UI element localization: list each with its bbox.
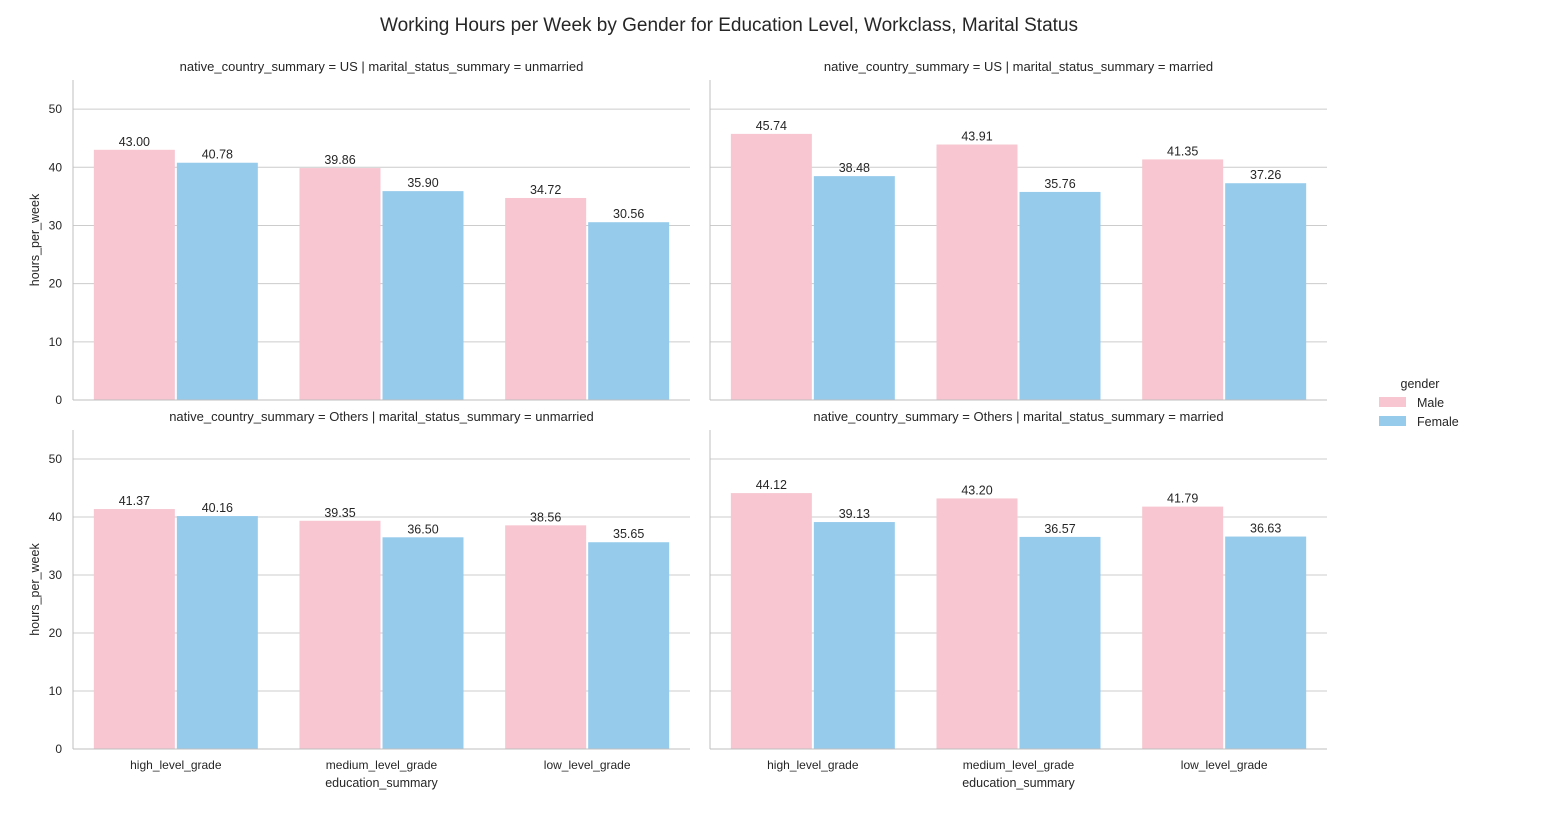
bar-male <box>505 525 587 749</box>
bar-female <box>176 162 258 400</box>
data-label: 30.56 <box>613 207 644 221</box>
data-label: 41.35 <box>1167 144 1198 158</box>
data-label: 41.37 <box>119 494 150 508</box>
y-tick-label: 20 <box>49 277 63 291</box>
bar-female <box>588 542 670 749</box>
panel-title: native_country_summary = US | marital_st… <box>824 59 1213 74</box>
panel-title: native_country_summary = Others | marita… <box>813 409 1223 424</box>
data-label: 44.12 <box>756 478 787 492</box>
y-tick-label: 30 <box>49 218 63 232</box>
data-label: 37.26 <box>1250 168 1281 182</box>
panels-group: native_country_summary = US | marital_st… <box>28 59 1327 790</box>
x-axis-label: education_summary <box>962 776 1075 790</box>
data-label: 43.00 <box>119 135 150 149</box>
panel-3: native_country_summary = Others | marita… <box>28 409 690 790</box>
chart-title: Working Hours per Week by Gender for Edu… <box>380 15 1078 36</box>
legend-label-male: Male <box>1417 396 1444 410</box>
data-label: 36.57 <box>1044 522 1075 536</box>
y-tick-label: 40 <box>49 510 63 524</box>
bar-female <box>813 176 895 400</box>
bar-male <box>299 520 381 749</box>
y-tick-label: 10 <box>49 335 63 349</box>
legend: gender Male Female <box>1379 377 1459 429</box>
data-label: 36.50 <box>407 522 438 536</box>
y-tick-label: 50 <box>49 452 63 466</box>
data-label: 35.76 <box>1044 177 1075 191</box>
x-tick-label: medium_level_grade <box>326 758 438 772</box>
bar-male <box>93 509 175 749</box>
bar-male <box>730 133 812 401</box>
data-label: 40.16 <box>202 501 233 515</box>
bar-male <box>1142 506 1224 749</box>
y-tick-label: 10 <box>49 684 63 698</box>
y-axis-label: hours_per_week <box>28 193 42 286</box>
data-label: 39.13 <box>839 507 870 521</box>
bar-female <box>382 191 464 400</box>
legend-swatch-male <box>1379 397 1406 407</box>
x-tick-label: high_level_grade <box>130 758 222 772</box>
x-axis-label: education_summary <box>325 776 438 790</box>
y-axis-label: hours_per_week <box>28 543 42 636</box>
bar-male <box>1142 159 1224 400</box>
x-tick-label: low_level_grade <box>1181 758 1268 772</box>
bar-female <box>176 516 258 749</box>
bar-male <box>299 168 381 400</box>
legend-title: gender <box>1401 377 1440 391</box>
bar-male <box>505 197 587 400</box>
data-label: 36.63 <box>1250 522 1281 536</box>
y-tick-label: 30 <box>49 568 63 582</box>
data-label: 43.91 <box>961 130 992 144</box>
bar-male <box>936 498 1018 749</box>
y-tick-label: 50 <box>49 102 63 116</box>
bar-female <box>1225 183 1307 400</box>
panel-2: native_country_summary = US | marital_st… <box>709 59 1327 401</box>
legend-swatch-female <box>1379 416 1406 426</box>
data-label: 34.72 <box>530 183 561 197</box>
panel-4: native_country_summary = Others | marita… <box>709 409 1327 790</box>
bar-male <box>730 493 812 749</box>
bar-female <box>1019 191 1101 400</box>
panel-title: native_country_summary = US | marital_st… <box>180 59 584 74</box>
y-tick-label: 20 <box>49 626 63 640</box>
bar-female <box>813 522 895 749</box>
data-label: 35.90 <box>407 176 438 190</box>
bar-male <box>93 149 175 400</box>
x-tick-label: low_level_grade <box>544 758 631 772</box>
panel-title: native_country_summary = Others | marita… <box>169 409 594 424</box>
bar-female <box>1225 536 1307 749</box>
bar-female <box>382 537 464 749</box>
data-label: 39.35 <box>324 506 355 520</box>
data-label: 40.78 <box>202 148 233 162</box>
x-tick-label: high_level_grade <box>767 758 859 772</box>
data-label: 35.65 <box>613 527 644 541</box>
x-tick-label: medium_level_grade <box>963 758 1075 772</box>
panel-1: native_country_summary = US | marital_st… <box>28 59 690 407</box>
data-label: 45.74 <box>756 119 787 133</box>
bar-male <box>936 144 1018 400</box>
data-label: 39.86 <box>324 153 355 167</box>
data-label: 38.56 <box>530 510 561 524</box>
bar-female <box>1019 536 1101 749</box>
y-tick-label: 0 <box>55 742 62 756</box>
bar-female <box>588 222 670 400</box>
data-label: 43.20 <box>961 483 992 497</box>
data-label: 38.48 <box>839 161 870 175</box>
y-tick-label: 40 <box>49 160 63 174</box>
data-label: 41.79 <box>1167 492 1198 506</box>
legend-label-female: Female <box>1417 415 1459 429</box>
y-tick-label: 0 <box>55 393 62 407</box>
